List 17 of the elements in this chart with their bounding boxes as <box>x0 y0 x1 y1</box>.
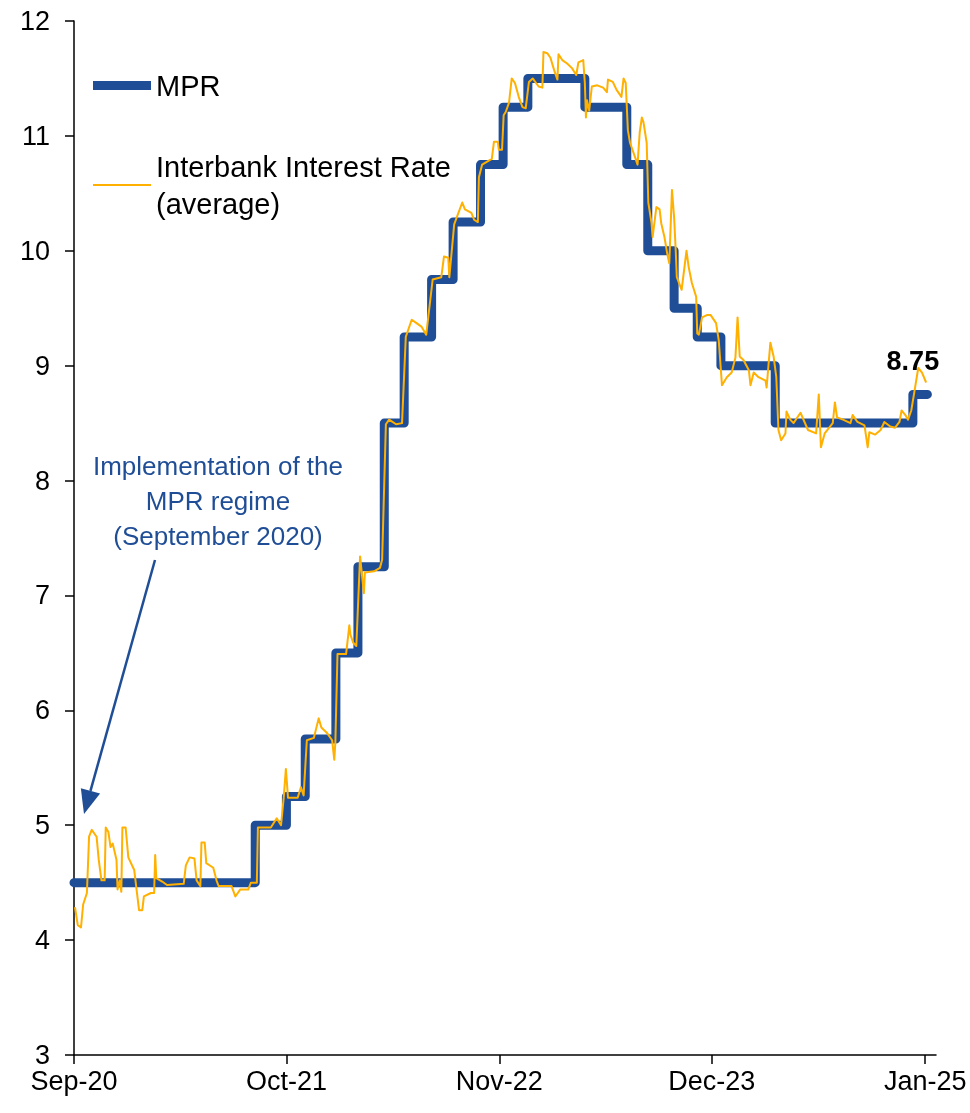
data-label: 8.75 <box>886 345 940 376</box>
x-tick-label: Nov-22 <box>455 1065 543 1096</box>
y-tick-label: 11 <box>21 120 50 151</box>
y-tick-label: 8 <box>34 465 50 496</box>
y-tick-label: 6 <box>34 695 50 726</box>
y-tick-label: 5 <box>34 810 50 841</box>
legend-label: Interbank Interest Rate (average) <box>156 150 460 220</box>
y-tick-label: 10 <box>19 235 50 266</box>
x-tick-label: Dec-23 <box>668 1065 756 1096</box>
legend-label: MPR <box>156 69 221 102</box>
annotation: Implementation of the MPR regime (September 2020) <box>92 451 344 551</box>
y-tick-label: 7 <box>34 580 50 611</box>
y-tick-label: 9 <box>34 350 50 381</box>
y-tick-label: 12 <box>19 6 50 36</box>
y-tick-label: 4 <box>34 925 50 956</box>
x-tick-label: Oct-21 <box>245 1065 327 1096</box>
x-tick-label: Jan-25 <box>883 1065 967 1096</box>
